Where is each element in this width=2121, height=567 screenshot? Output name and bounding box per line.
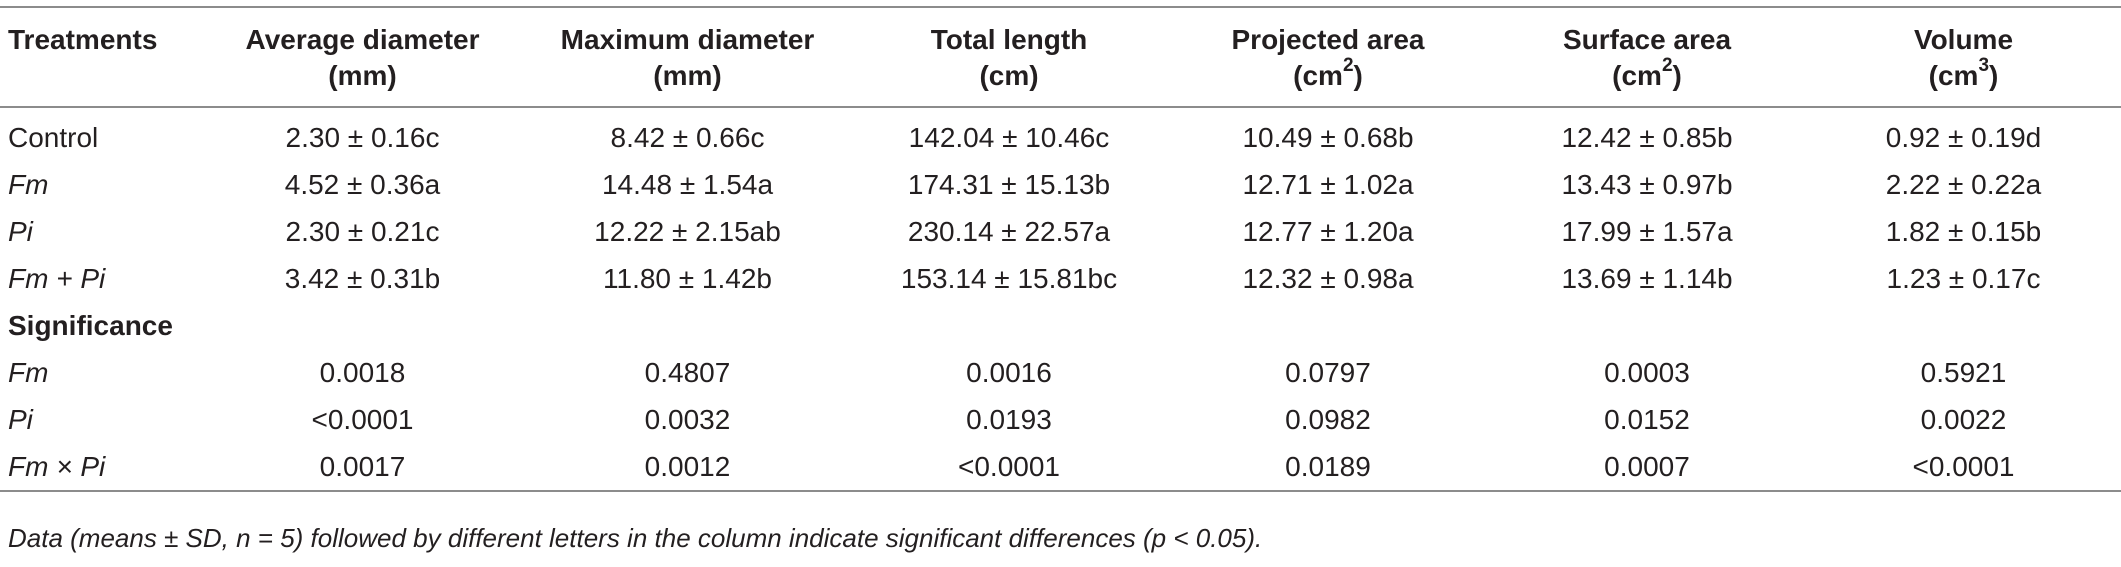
table-row: Fm × Pi 0.0017 0.0012 <0.0001 0.0189 0.0007 <0… <box>0 443 2121 492</box>
table-cell: 3.42 ± 0.31b <box>284 262 441 294</box>
row-label: Pi <box>8 215 33 247</box>
header-title: Volume <box>1913 24 2014 55</box>
row-label: Fm + Pi <box>8 262 106 294</box>
table-cell: 0.0018 <box>319 356 406 388</box>
table-cell: 0.5921 <box>1920 356 2007 388</box>
table-cell: 0.0007 <box>1488 443 1806 492</box>
table-cell: 174.31 ± 15.13b <box>907 168 1111 200</box>
table-cell: 0.92 ± 0.19d <box>1885 121 2042 153</box>
table-body: Control 2.30 ± 0.16c 8.42 ± 0.66c 142.04 ± … <box>0 107 2121 492</box>
header-unit-base: (cm) <box>979 60 1039 91</box>
table-row: Pi 2.30 ± 0.21c 12.22 ± 2.15ab 230.14 ± 22.… <box>0 208 2121 255</box>
header-row: Treatments Average diameter (mm) Maximum di… <box>0 6 2121 108</box>
header-column-2: Maximum diameter (mm) <box>525 6 850 108</box>
table-cell: 0.0189 <box>1168 443 1488 492</box>
header-unit-base: (cm <box>1293 60 1343 91</box>
header-title: Maximum diameter <box>560 24 815 55</box>
table-cell: <0.0001 <box>311 403 414 435</box>
header-unit: (mm) <box>206 58 519 94</box>
table-cell: 1.82 ± 0.15b <box>1885 215 2042 247</box>
table-cell: 17.99 ± 1.57a <box>1561 215 1733 247</box>
section-row-significance: Significance <box>0 302 2121 349</box>
header-title: Treatments <box>8 24 158 55</box>
table-cell: 0.0982 <box>1285 403 1371 435</box>
header-title: Average diameter <box>245 24 480 55</box>
table-cell: 2.30 ± 0.21c <box>285 215 440 247</box>
table-footnote: Data (means ± SD, n = 5) followed by dif… <box>8 523 1263 553</box>
table-row: Fm 0.0018 0.4807 0.0016 0.0797 0.0003 0.5921 <box>0 349 2121 396</box>
table-cell: <0.0001 <box>850 443 1168 492</box>
header-column-1: Average diameter (mm) <box>200 6 525 108</box>
header-unit: (cm2) <box>1494 54 1800 94</box>
table-cell: 4.52 ± 0.36a <box>284 168 441 200</box>
table-cell: 12.42 ± 0.85b <box>1561 121 1733 153</box>
table-cell: 142.04 ± 10.46c <box>908 121 1110 153</box>
table-cell: 10.49 ± 0.68b <box>1242 121 1414 153</box>
table-row: Pi <0.0001 0.0032 0.0193 0.0982 0.0152 0.0022 <box>0 396 2121 443</box>
table-cell: 0.0193 <box>966 403 1052 435</box>
header-unit-base: (mm) <box>653 60 722 91</box>
table-cell: <0.0001 <box>1806 443 2121 492</box>
header-unit: (cm3) <box>1812 54 2115 94</box>
header-title: Total length <box>930 24 1088 55</box>
header-unit: (cm) <box>856 58 1162 94</box>
table-cell: 0.0017 <box>200 443 525 492</box>
table-cell: 12.77 ± 1.20a <box>1242 215 1414 247</box>
table-cell: 0.0016 <box>966 356 1052 388</box>
table-row: Fm + Pi 3.42 ± 0.31b 11.80 ± 1.42b 153.14 ±… <box>0 255 2121 302</box>
row-label: Fm × Pi <box>0 443 200 492</box>
table-cell: 0.0003 <box>1604 356 1690 388</box>
row-label: Fm <box>8 168 49 200</box>
row-label: Pi <box>8 403 33 435</box>
section-label: Significance <box>8 309 173 341</box>
header-title: Projected area <box>1231 24 1425 55</box>
header-unit-exponent: 3 <box>1978 54 1990 76</box>
header-unit-base: (cm <box>1612 60 1662 91</box>
table-cell: 11.80 ± 1.42b <box>603 262 772 294</box>
table-cell: 12.22 ± 2.15ab <box>594 215 781 247</box>
header-unit-exponent: 2 <box>1342 54 1354 76</box>
table-cell: 0.0022 <box>1920 403 2007 435</box>
table-cell: 12.32 ± 0.98a <box>1242 262 1414 294</box>
table-cell: 1.23 ± 0.17c <box>1886 262 2041 294</box>
table-cell: 230.14 ± 22.57a <box>907 215 1111 247</box>
table-cell: 8.42 ± 0.66c <box>610 121 765 153</box>
header-unit-close: ) <box>1672 60 1682 91</box>
header-unit-close: ) <box>1353 60 1363 91</box>
table-cell: 13.43 ± 0.97b <box>1561 168 1733 200</box>
table-cell: 12.71 ± 1.02a <box>1242 168 1414 200</box>
table-cell: 2.30 ± 0.16c <box>285 121 440 153</box>
table-cell: 0.0152 <box>1604 403 1690 435</box>
table-row: Control 2.30 ± 0.16c 8.42 ± 0.66c 142.04 ± … <box>0 107 2121 161</box>
table-cell: 153.14 ± 15.81bc <box>900 262 1118 294</box>
header-unit: (cm2) <box>1174 54 1482 94</box>
header-column-5: Surface area (cm2) <box>1488 6 1806 108</box>
table-cell: 14.48 ± 1.54a <box>601 168 774 200</box>
table-row: Fm 4.52 ± 0.36a 14.48 ± 1.54a 174.31 ± 15.1… <box>0 161 2121 208</box>
header-column-6: Volume (cm3) <box>1806 6 2121 108</box>
header-unit-close: ) <box>1989 60 1999 91</box>
table-cell: 0.0797 <box>1285 356 1371 388</box>
table-cell: 0.0032 <box>644 403 731 435</box>
header-unit: (mm) <box>531 58 844 94</box>
root-traits-table: Treatments Average diameter (mm) Maximum di… <box>0 6 2121 492</box>
table-cell: 0.0012 <box>525 443 850 492</box>
header-unit-exponent: 2 <box>1661 54 1673 76</box>
header-treatments: Treatments <box>0 6 200 108</box>
table-cell: 13.69 ± 1.14b <box>1561 262 1733 294</box>
row-label: Fm <box>8 356 49 388</box>
header-title: Surface area <box>1562 24 1732 55</box>
header-unit-base: (mm) <box>328 60 397 91</box>
table-cell: 0.4807 <box>644 356 731 388</box>
row-label: Control <box>8 121 99 153</box>
header-column-3: Total length (cm) <box>850 6 1168 108</box>
table-cell: 2.22 ± 0.22a <box>1885 168 2042 200</box>
header-column-4: Projected area (cm2) <box>1168 6 1488 108</box>
header-unit-base: (cm <box>1928 60 1979 91</box>
table-header: Treatments Average diameter (mm) Maximum di… <box>0 6 2121 108</box>
